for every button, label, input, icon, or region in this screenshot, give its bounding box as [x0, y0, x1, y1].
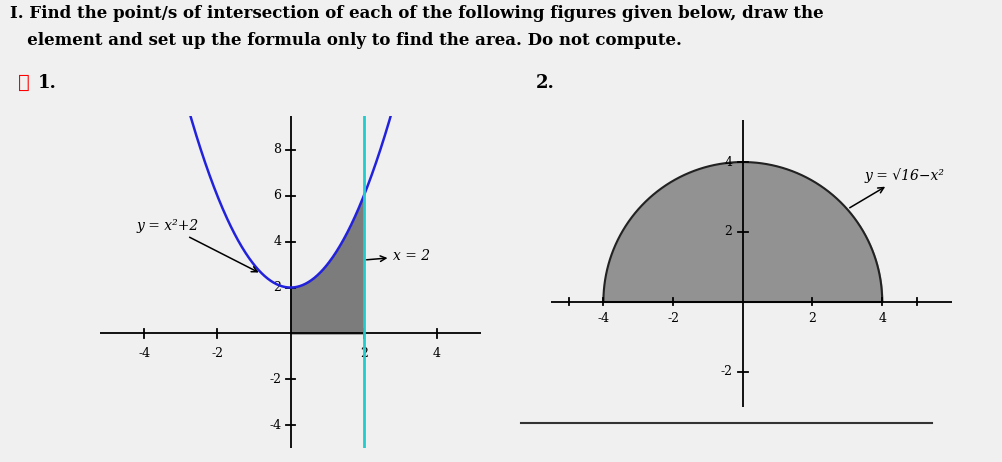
Text: -2: -2 [270, 373, 282, 386]
Text: -2: -2 [720, 365, 732, 378]
Text: y = √16−x²: y = √16−x² [850, 168, 945, 208]
Text: 4: 4 [433, 347, 441, 360]
Text: 2: 2 [274, 281, 282, 294]
Text: I. Find the point/s of intersection of each of the following figures given below: I. Find the point/s of intersection of e… [10, 5, 824, 22]
Text: 1.: 1. [38, 74, 57, 92]
Text: element and set up the formula only to find the area. Do not compute.: element and set up the formula only to f… [10, 32, 682, 49]
Text: 4: 4 [274, 235, 282, 248]
Text: 4: 4 [724, 156, 732, 169]
Text: -2: -2 [211, 347, 223, 360]
Text: 6: 6 [274, 189, 282, 202]
Text: y = x²+2: y = x²+2 [137, 219, 258, 272]
Text: x = 2: x = 2 [367, 249, 430, 263]
Text: -4: -4 [138, 347, 150, 360]
Text: 2: 2 [724, 225, 732, 238]
Text: -4: -4 [270, 419, 282, 432]
Text: 2: 2 [809, 312, 817, 325]
Text: ✓: ✓ [18, 74, 30, 92]
Text: 2: 2 [360, 347, 368, 360]
Text: 2.: 2. [536, 74, 555, 92]
Text: 4: 4 [878, 312, 886, 325]
Text: -4: -4 [597, 312, 609, 325]
Text: 8: 8 [274, 143, 282, 157]
Text: -2: -2 [667, 312, 679, 325]
